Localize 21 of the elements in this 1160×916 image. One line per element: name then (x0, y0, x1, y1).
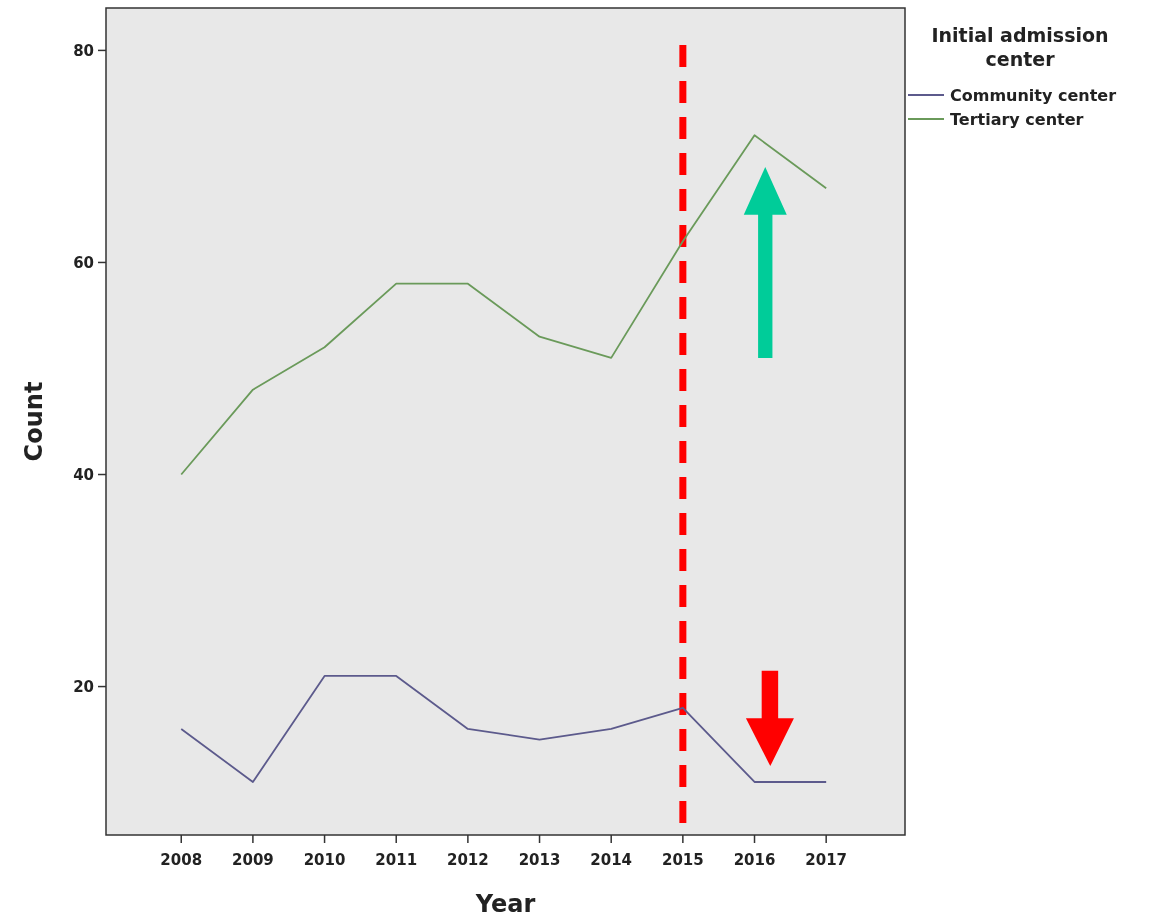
line-series (180, 675, 828, 783)
x-tick-label: 2008 (160, 851, 203, 869)
y-tick-label: 20 (73, 677, 94, 696)
legend-label: Community center (950, 85, 1117, 105)
x-tick-label: 2011 (375, 851, 418, 869)
x-tick-label: 2010 (303, 851, 346, 869)
y-tick-label: 80 (73, 41, 94, 60)
line-series (180, 134, 828, 476)
x-tick-label: 2016 (733, 851, 776, 869)
x-tick-label: 2014 (590, 851, 633, 869)
legend-title: Initial admission center (931, 24, 1109, 70)
legend-label: Tertiary center (950, 109, 1084, 129)
x-axis-title: Year (474, 890, 536, 916)
x-tick-label: 2017 (805, 851, 848, 869)
x-tick-label: 2015 (661, 851, 704, 869)
x-tick-label: 2012 (447, 851, 489, 869)
x-tick-label: 2013 (518, 851, 561, 869)
x-tick-label: 2009 (232, 851, 274, 869)
y-axis-title: Count (20, 381, 48, 462)
y-tick-label: 40 (73, 465, 94, 484)
y-tick-label: 60 (73, 253, 94, 272)
